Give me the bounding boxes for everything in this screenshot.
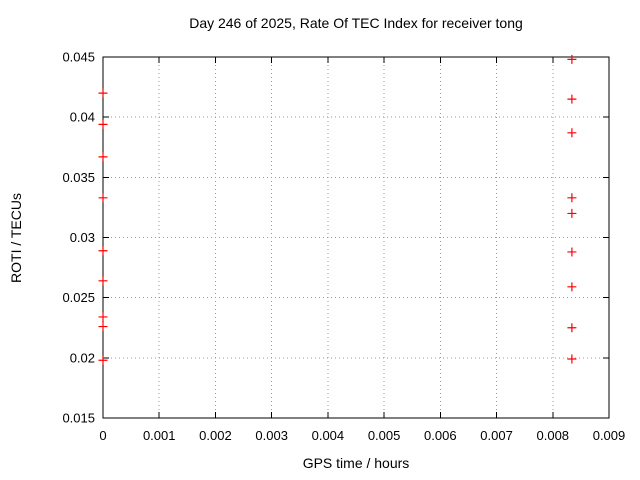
data-point-marker bbox=[98, 322, 108, 332]
y-axis-label: ROTI / TECUs bbox=[8, 193, 24, 283]
data-point-marker bbox=[567, 128, 577, 138]
data-point-marker bbox=[98, 246, 108, 256]
data-point-marker bbox=[567, 94, 577, 104]
y-tick-label: 0.035 bbox=[62, 170, 95, 185]
y-tick-label: 0.045 bbox=[62, 50, 95, 65]
x-axis-label: GPS time / hours bbox=[302, 455, 410, 471]
data-point-marker bbox=[98, 119, 108, 129]
x-tick-label: 0.005 bbox=[368, 428, 401, 443]
x-tick-label: 0.001 bbox=[143, 428, 176, 443]
data-point-marker bbox=[98, 88, 108, 98]
tick-labels: 0 0.001 0.002 0.003 0.004 0.005 0.006 0.007 0.00… bbox=[62, 50, 625, 444]
x-tick-label: 0.002 bbox=[199, 428, 232, 443]
data-point-marker bbox=[98, 193, 108, 203]
data-point-marker bbox=[567, 282, 577, 292]
data-point-marker bbox=[567, 323, 577, 333]
data-point-marker bbox=[567, 247, 577, 257]
x-tick-label: 0.008 bbox=[537, 428, 570, 443]
x-tick-label: 0.003 bbox=[255, 428, 288, 443]
data-point-marker bbox=[98, 312, 108, 322]
y-tick-label: 0.02 bbox=[70, 350, 95, 365]
data-point-marker bbox=[567, 208, 577, 218]
data-point-marker bbox=[98, 355, 108, 365]
chart-title: Day 246 of 2025, Rate Of TEC Index for r… bbox=[189, 15, 523, 31]
y-tick-label: 0.03 bbox=[70, 230, 95, 245]
data-points bbox=[98, 54, 577, 365]
y-tick-label: 0.015 bbox=[62, 411, 95, 426]
data-point-marker bbox=[98, 276, 108, 286]
data-point-marker bbox=[567, 54, 577, 64]
x-tick-label: 0.007 bbox=[480, 428, 513, 443]
data-point-marker bbox=[98, 152, 108, 162]
y-tick-label: 0.025 bbox=[62, 290, 95, 305]
x-tick-label: 0.006 bbox=[424, 428, 457, 443]
x-tick-label: 0.009 bbox=[593, 428, 626, 443]
x-tick-label: 0.004 bbox=[312, 428, 345, 443]
y-tick-label: 0.04 bbox=[70, 110, 95, 125]
x-tick-label: 0 bbox=[99, 428, 106, 443]
plot-border-and-ticks bbox=[102, 56, 610, 419]
data-point-marker bbox=[567, 193, 577, 203]
grid-lines bbox=[103, 57, 609, 418]
data-point-marker bbox=[567, 354, 577, 364]
